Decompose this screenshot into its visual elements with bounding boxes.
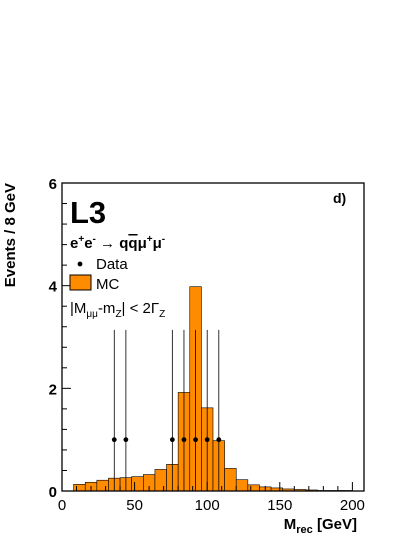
legend-mc-swatch [69, 274, 92, 291]
data-point [181, 437, 187, 443]
data-points [111, 329, 222, 491]
data-point [204, 437, 210, 443]
mc-bar [73, 484, 86, 492]
y-axis-label: Events / 8 GeV [2, 183, 19, 287]
mc-bar [235, 479, 249, 492]
panel-label: d) [333, 190, 346, 206]
x-tick-label: 50 [126, 497, 143, 514]
y-tick-label: 4 [49, 279, 58, 296]
mc-bar [247, 484, 260, 492]
legend-data-marker [77, 261, 83, 267]
x-tick-label: 100 [195, 497, 220, 514]
mass-cut-label: |Mμμ-mZ| < 2ΓZ [70, 300, 165, 320]
x-axis: 0 50 100 150 200 [58, 482, 365, 514]
data-point [193, 437, 198, 443]
x-tick-label: 150 [267, 497, 292, 514]
x-tick-label: 200 [340, 497, 365, 514]
mc-bar [224, 468, 237, 492]
y-tick-label: 6 [49, 176, 57, 193]
data-point [123, 437, 129, 443]
legend-mc-label: MC [96, 276, 119, 293]
x-axis-label: Mrec [GeV] [284, 516, 357, 536]
y-axis: 0 2 4 6 [49, 176, 71, 501]
y-tick-label: 0 [49, 484, 57, 501]
mc-bar [96, 479, 109, 492]
legend-data-label: Data [96, 256, 128, 273]
data-point [111, 437, 117, 443]
process-label: e+e- → qqμ+μ- [70, 234, 165, 252]
data-point [216, 437, 222, 443]
data-point [169, 437, 175, 443]
y-tick-label: 2 [49, 381, 57, 398]
mc-bar [154, 469, 167, 492]
experiment-logo: L3 [70, 195, 106, 230]
x-tick-label: 0 [58, 497, 66, 514]
plot-frame [61, 182, 365, 492]
mc-bar [131, 476, 144, 492]
